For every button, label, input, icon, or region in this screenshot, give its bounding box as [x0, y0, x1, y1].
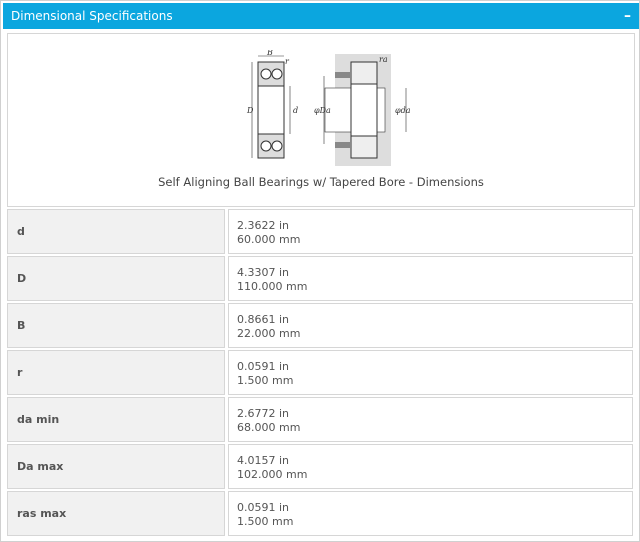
value-mm: 1.500 mm	[237, 374, 294, 387]
spec-row: D 4.3307 in 110.000 mm	[7, 256, 633, 301]
value-mm: 1.500 mm	[237, 515, 294, 528]
value-mm: 60.000 mm	[237, 233, 301, 246]
value-inch: 0.0591 in	[237, 501, 290, 514]
value-mm: 110.000 mm	[237, 280, 308, 293]
diagram-caption: Self Aligning Ball Bearings w/ Tapered B…	[158, 175, 484, 189]
spec-label: r	[7, 350, 225, 395]
spec-row: da min 2.6772 in 68.000 mm	[7, 397, 633, 442]
label-da: φda	[395, 106, 410, 115]
label-Da: φDa	[314, 106, 331, 115]
minus-icon[interactable]: –	[624, 8, 631, 24]
value-inch: 2.6772 in	[237, 407, 290, 420]
panel-header[interactable]: Dimensional Specifications –	[3, 3, 639, 29]
value-mm: 22.000 mm	[237, 327, 301, 340]
value-inch: 4.3307 in	[237, 266, 290, 279]
spec-row: r 0.0591 in 1.500 mm	[7, 350, 633, 395]
spec-row: ras max 0.0591 in 1.500 mm	[7, 491, 633, 536]
value-inch: 0.8661 in	[237, 313, 290, 326]
spec-value: 2.3622 in 60.000 mm	[228, 209, 633, 254]
spec-row: B 0.8661 in 22.000 mm	[7, 303, 633, 348]
value-mm: 68.000 mm	[237, 421, 301, 434]
value-inch: 4.0157 in	[237, 454, 290, 467]
bearing-diagram-box: B D d r φDa φda ra Self Aligning Ball Be…	[7, 33, 635, 207]
value-mm: 102.000 mm	[237, 468, 308, 481]
spec-value: 4.0157 in 102.000 mm	[228, 444, 633, 489]
label-r: r	[285, 57, 290, 66]
spec-label: da min	[7, 397, 225, 442]
label-B: B	[266, 50, 273, 57]
spec-value: 2.6772 in 68.000 mm	[228, 397, 633, 442]
spec-label: D	[7, 256, 225, 301]
panel-title: Dimensional Specifications	[11, 9, 173, 23]
bearing-diagram: B D d r φDa φda ra	[246, 50, 410, 166]
value-inch: 0.0591 in	[237, 360, 290, 373]
label-D: D	[246, 106, 254, 115]
spec-value: 0.0591 in 1.500 mm	[228, 350, 633, 395]
spec-label: d	[7, 209, 225, 254]
spec-label: Da max	[7, 444, 225, 489]
spec-value: 4.3307 in 110.000 mm	[228, 256, 633, 301]
spec-label: ras max	[7, 491, 225, 536]
spec-row: Da max 4.0157 in 102.000 mm	[7, 444, 633, 489]
spec-value: 0.8661 in 22.000 mm	[228, 303, 633, 348]
label-d: d	[293, 106, 298, 115]
value-inch: 2.3622 in	[237, 219, 290, 232]
spec-label: B	[7, 303, 225, 348]
spec-value: 0.0591 in 1.500 mm	[228, 491, 633, 536]
label-ra: ra	[379, 55, 388, 64]
spec-row: d 2.3622 in 60.000 mm	[7, 209, 633, 254]
